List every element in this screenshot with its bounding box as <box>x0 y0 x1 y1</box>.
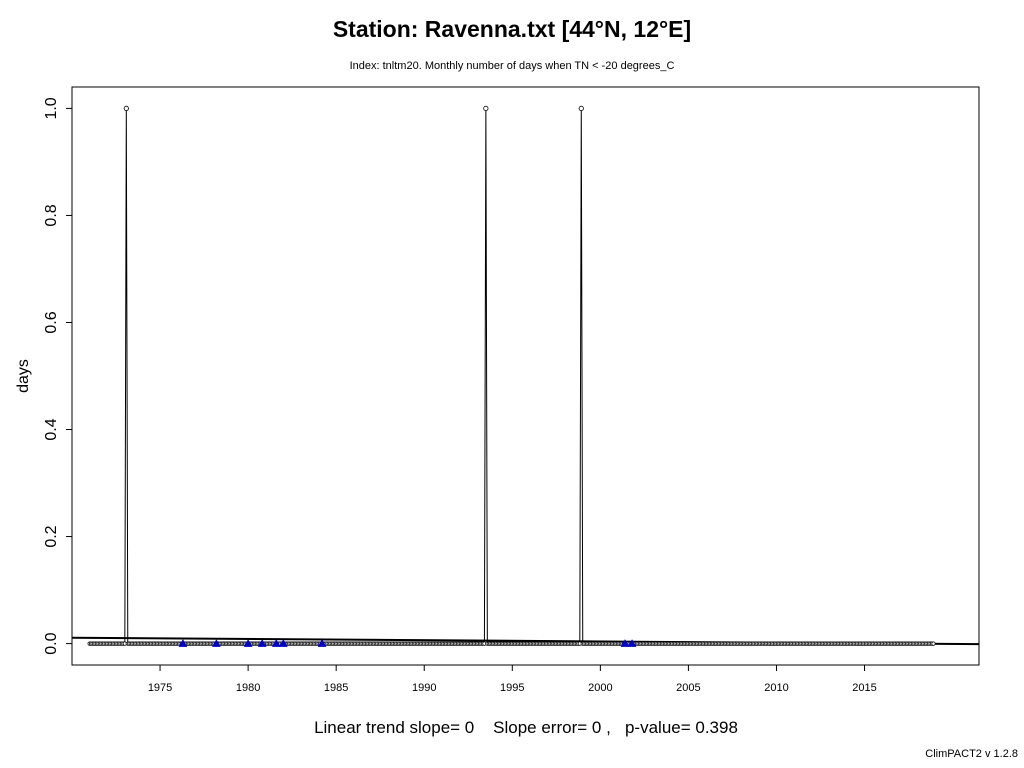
x-tick-label: 1975 <box>148 682 172 694</box>
highlighted-point <box>627 639 637 647</box>
x-tick-label: 1995 <box>500 682 524 694</box>
x-tick-label: 1985 <box>324 682 348 694</box>
spike-point <box>483 105 489 112</box>
y-tick-label: 0.0 <box>43 632 60 654</box>
highlighted-point <box>178 639 188 647</box>
x-tick-label: 1990 <box>412 682 436 694</box>
y-tick-label: 1.0 <box>43 97 60 119</box>
chart-subtitle: Index: tnltm20. Monthly number of days w… <box>349 60 675 72</box>
plot-frame <box>71 86 980 666</box>
x-tick-label: 2000 <box>588 682 612 694</box>
spike-point <box>578 105 584 112</box>
highlighted-point <box>278 639 288 647</box>
series-line <box>89 108 934 645</box>
y-axis-label: days <box>15 359 32 393</box>
x-tick-label: 2010 <box>764 682 788 694</box>
highlighted-point <box>620 639 630 647</box>
spike-point <box>123 105 129 112</box>
x-tick-label: 2015 <box>852 682 876 694</box>
y-tick-label: 0.6 <box>43 311 60 333</box>
highlighted-point <box>257 639 267 647</box>
highlighted-point <box>317 639 327 647</box>
y-tick-label: 0.4 <box>43 418 60 440</box>
x-tick-label: 1980 <box>236 682 260 694</box>
highlighted-point <box>271 639 281 647</box>
chart-title: Station: Ravenna.txt [44°N, 12°E] <box>332 16 692 42</box>
x-tick-label: 2005 <box>676 682 700 694</box>
data-point <box>931 641 936 646</box>
y-tick-label: 0.2 <box>43 525 60 547</box>
highlighted-point <box>211 639 221 647</box>
version-footer: ClimPACT2 v 1.2.8 <box>925 748 1018 760</box>
y-tick-label: 0.8 <box>43 204 60 226</box>
trend-summary: Linear trend slope= 0 Slope error= 0 , p… <box>314 718 738 737</box>
highlighted-point <box>243 639 253 647</box>
